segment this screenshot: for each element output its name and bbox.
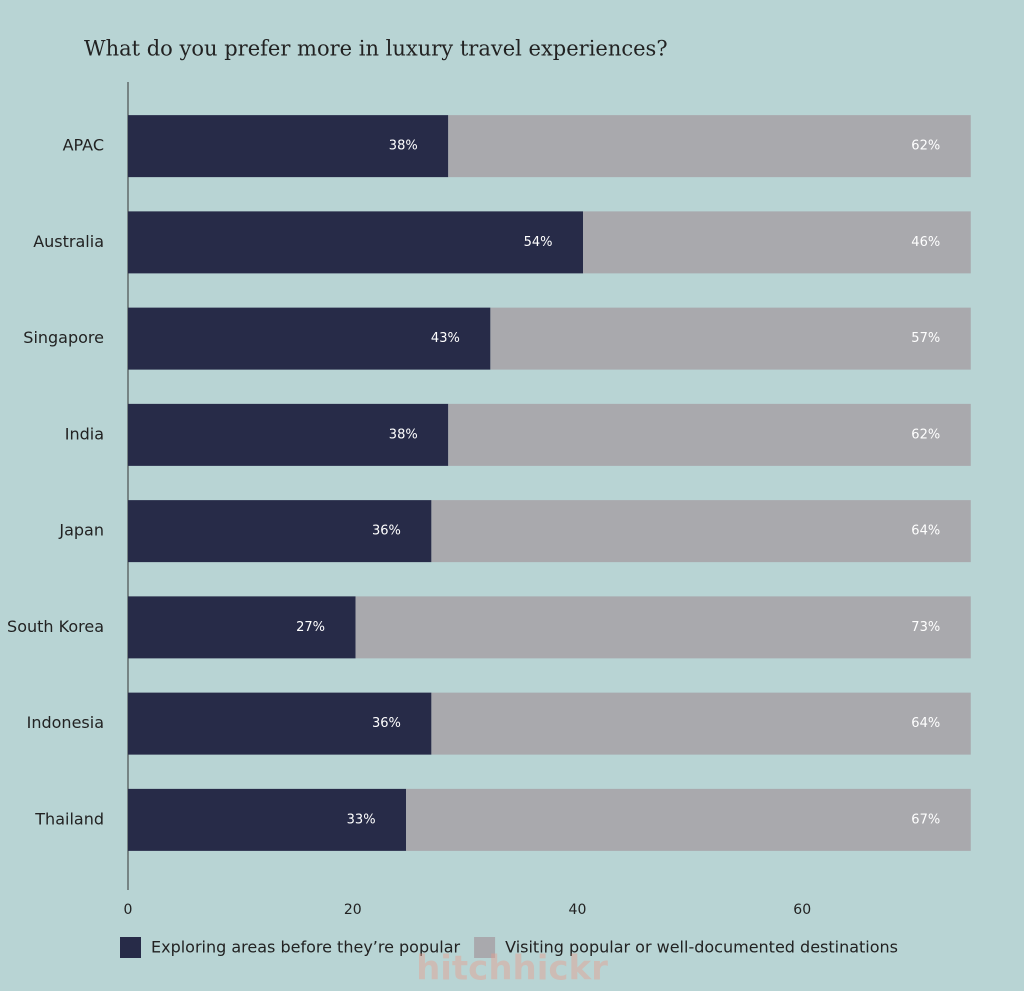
value-label: 38% [389,139,418,154]
y-tick-label: Thailand [34,809,104,828]
value-label: 46% [911,235,940,250]
y-tick-label: Japan [58,521,104,540]
bar-segment [128,307,491,370]
y-tick-label: APAC [63,136,104,155]
bar-segment [490,307,971,370]
legend-label: Exploring areas before they’re popular [151,938,461,957]
value-label: 36% [372,524,401,539]
bar-segment [431,500,971,563]
bar-segment [128,211,584,274]
bar-segment [448,115,971,178]
value-label: 57% [911,331,940,346]
bar-segment [128,115,449,178]
y-tick-label: India [65,424,104,443]
bar-segment [583,211,971,274]
y-tick-label: South Korea [7,617,104,636]
y-tick-label: Indonesia [27,713,104,732]
legend-label: Visiting popular or well-documented dest… [505,938,898,957]
bar-segment [128,500,432,563]
x-tick-label: 60 [793,902,811,918]
value-label: 73% [911,620,940,635]
bar-segment [448,403,971,466]
value-label: 54% [524,235,553,250]
value-label: 64% [911,716,940,731]
y-tick-label: Australia [33,232,104,251]
bar-segment [128,596,356,659]
bar-segment [355,596,971,659]
value-label: 38% [389,427,418,442]
x-tick-label: 0 [124,902,133,918]
legend-swatch [120,937,141,958]
chart-title: What do you prefer more in luxury travel… [84,37,668,61]
x-tick-label: 40 [569,902,587,918]
value-label: 67% [911,812,940,827]
value-label: 62% [911,427,940,442]
value-label: 33% [347,812,376,827]
bar-segment [431,692,971,755]
bar-segment [128,692,432,755]
y-tick-label: Singapore [23,328,104,347]
legend-swatch [474,937,496,958]
watermark: hitchhickr [416,949,608,989]
value-label: 64% [911,524,940,539]
value-label: 43% [431,331,460,346]
x-tick-label: 20 [344,902,362,918]
value-label: 62% [911,139,940,154]
bar-segment [406,788,971,851]
value-label: 36% [372,716,401,731]
value-label: 27% [296,620,325,635]
bar-segment [128,403,449,466]
bar-segment [128,788,407,851]
